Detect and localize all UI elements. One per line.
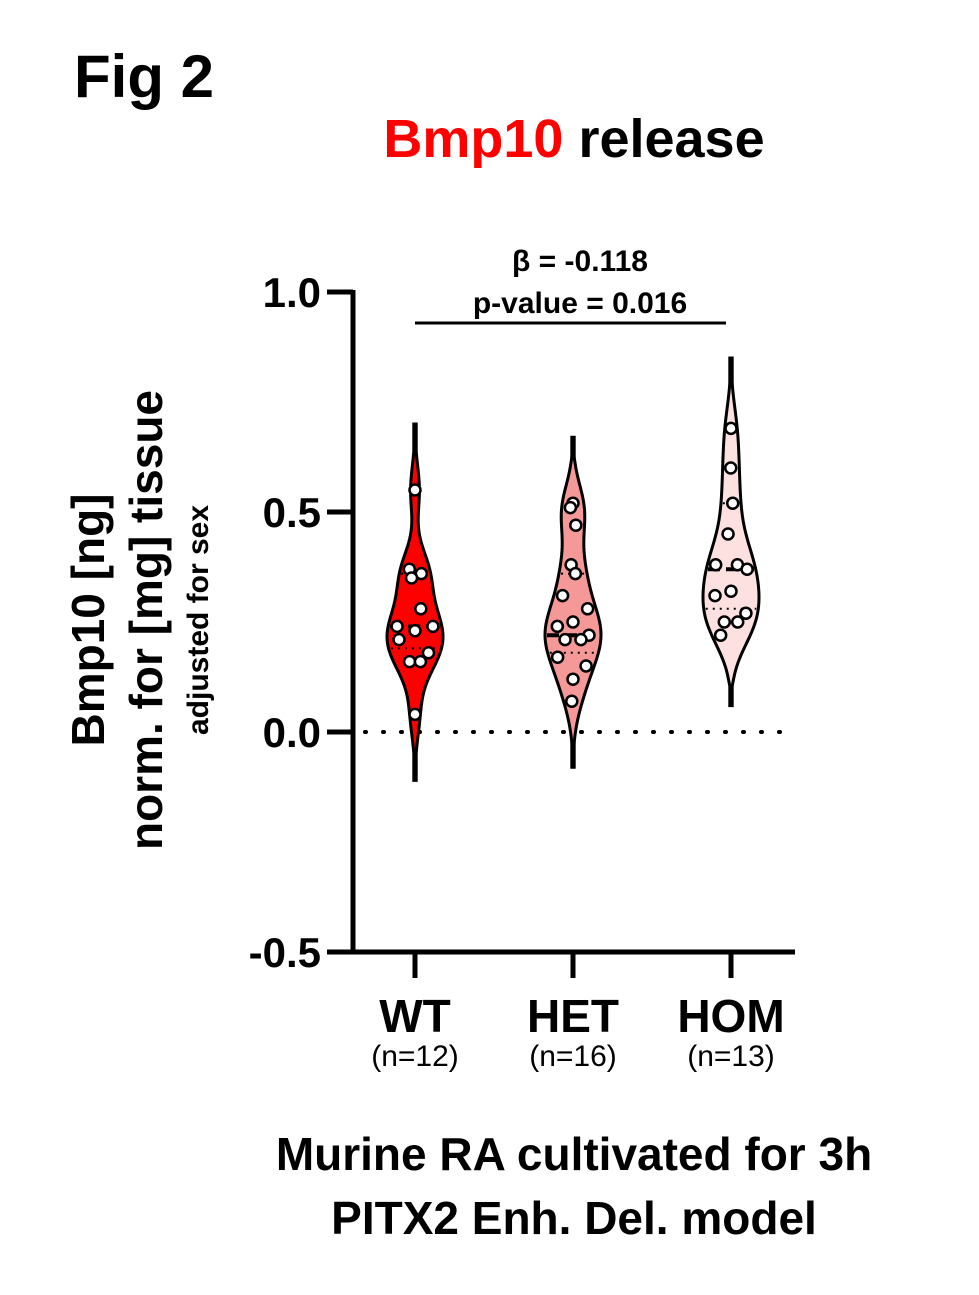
data-point <box>739 606 753 620</box>
violin-layer <box>385 356 761 782</box>
data-point <box>565 694 579 708</box>
stat-pvalue: p-value = 0.016 <box>473 287 687 320</box>
violin-wt <box>385 422 445 782</box>
footer-line-1: Murine RA cultivated for 3h <box>276 1128 872 1180</box>
data-point <box>708 558 723 572</box>
violin-body-het <box>543 435 603 769</box>
data-point <box>558 632 572 647</box>
data-point <box>713 628 728 642</box>
data-point <box>724 584 738 598</box>
x-label-wt: WT <box>379 990 451 1042</box>
data-point <box>569 518 583 532</box>
y-tick-label: 0.0 <box>263 709 321 756</box>
data-point <box>566 672 580 686</box>
data-point <box>555 588 570 603</box>
y-tick-label: 0.5 <box>263 489 321 536</box>
x-label-het: HET <box>527 990 619 1042</box>
data-point <box>563 500 578 515</box>
data-point <box>408 624 422 638</box>
data-point <box>390 619 404 634</box>
y-axis-title-line1: Bmp10 [ng] <box>62 494 114 747</box>
y-tick-label: 1.0 <box>263 269 321 316</box>
data-point <box>724 421 738 436</box>
data-point <box>574 632 588 647</box>
chart-title: Bmp10 release <box>383 109 764 169</box>
data-point <box>426 619 440 634</box>
data-point <box>413 654 428 669</box>
violin-body-wt <box>385 422 445 782</box>
data-point <box>708 588 722 603</box>
figure-label: Fig 2 <box>74 43 214 110</box>
data-point <box>404 571 419 585</box>
violin-hom <box>701 356 761 708</box>
x-label-hom: HOM <box>677 990 784 1042</box>
y-axis-title: Bmp10 [ng] norm. for [mg] tissue adjuste… <box>62 390 215 850</box>
data-point <box>408 707 422 722</box>
data-point <box>421 646 436 660</box>
title-part-gene: Bmp10 <box>383 109 563 169</box>
stat-beta: β = -0.118 <box>512 245 648 278</box>
data-point <box>392 632 406 647</box>
title-part-rest: release <box>563 109 764 169</box>
data-point <box>724 461 738 475</box>
data-point <box>408 483 422 497</box>
violin-het <box>543 435 603 769</box>
data-point <box>721 527 735 541</box>
y-axis-title-line2: norm. for [mg] tissue <box>120 390 172 850</box>
data-point <box>725 496 740 510</box>
y-tick-label: -0.5 <box>249 929 321 976</box>
x-axis-labels: WT(n=12) HET(n=16) HOM(n=13) <box>371 990 784 1073</box>
data-point <box>717 615 732 629</box>
data-point <box>568 566 583 581</box>
data-point <box>414 602 428 616</box>
x-sublabel-het: (n=16) <box>529 1040 617 1073</box>
data-point <box>740 562 754 576</box>
data-point <box>566 615 580 629</box>
data-point <box>579 659 593 673</box>
footer-line-2: PITX2 Enh. Del. model <box>331 1192 817 1244</box>
y-axis-ticks: -0.5 0.0 0.5 1.0 <box>249 269 353 976</box>
x-sublabel-wt: (n=12) <box>371 1040 459 1073</box>
data-point <box>550 650 565 664</box>
data-point <box>730 615 745 629</box>
y-axis-subtitle: adjusted for sex <box>182 505 215 735</box>
data-point <box>580 602 595 616</box>
axes-layer <box>350 290 795 978</box>
data-point <box>550 619 565 634</box>
x-sublabel-hom: (n=13) <box>687 1040 775 1073</box>
data-point <box>402 654 417 669</box>
